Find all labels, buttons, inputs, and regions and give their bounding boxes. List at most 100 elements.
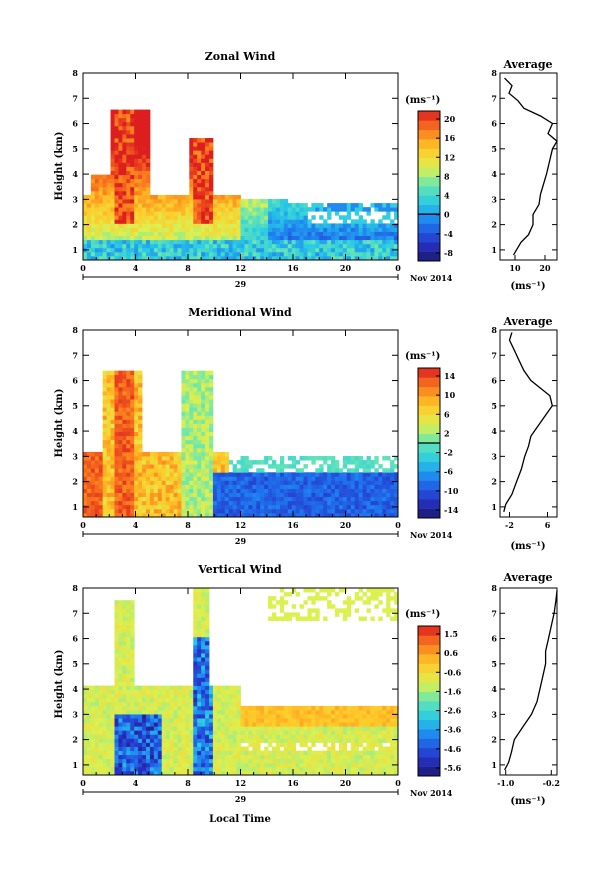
heatmap-cell (327, 456, 332, 461)
heatmap-cell (106, 182, 111, 188)
heatmap-cell (275, 730, 281, 735)
colorbar-swatch (418, 214, 440, 224)
heatmap-cell (224, 223, 230, 228)
heatmap-cell (149, 766, 155, 772)
heatmap-cell (98, 215, 104, 220)
heatmap-cell (197, 726, 202, 731)
heatmap-cell (185, 415, 190, 420)
heatmap-cell (283, 247, 289, 253)
heatmap-cell (177, 468, 182, 473)
heatmap-cell (283, 770, 289, 775)
heatmap-cell (185, 207, 190, 212)
heatmap-cell (189, 758, 194, 764)
heatmap-cell (260, 754, 265, 760)
heatmap-cell (323, 722, 328, 727)
heatmap-cell (106, 431, 111, 437)
heatmap-cell (118, 697, 123, 703)
heatmap-cell (287, 734, 293, 739)
heatmap-cell (244, 718, 249, 723)
heatmap-cell (303, 600, 308, 605)
heatmap-cell (114, 653, 119, 658)
heatmap-cell (197, 701, 202, 707)
heatmap-cell (138, 456, 143, 461)
heatmap-cell (303, 247, 308, 253)
heatmap-cell (173, 693, 178, 699)
heatmap-cell (126, 722, 131, 727)
heatmap-cell (169, 512, 174, 517)
heatmap-cell (232, 709, 237, 715)
heatmap-cell (102, 468, 108, 473)
heatmap-cell (212, 480, 218, 485)
heatmap-cell (205, 661, 210, 666)
heatmap-cell (335, 464, 340, 469)
heatmap-cell (307, 247, 312, 253)
heatmap-cell (197, 166, 202, 171)
heatmap-cell (338, 722, 344, 727)
heatmap-cell (228, 194, 234, 200)
heatmap-cell (299, 508, 304, 514)
heatmap-cell (319, 726, 324, 731)
heatmap-cell (146, 488, 151, 494)
heatmap-cell (197, 612, 202, 617)
heatmap-cell (122, 403, 127, 408)
heatmap-cell (86, 734, 92, 739)
colorbar-tick-label: -4 (444, 229, 453, 239)
heatmap-cell (335, 766, 340, 772)
heatmap-cell (90, 239, 96, 245)
heatmap-cell (106, 488, 111, 494)
heatmap-cell (189, 726, 194, 731)
heatmap-cell (138, 738, 143, 743)
heatmap-cell (358, 722, 363, 727)
heatmap-cell (146, 219, 151, 224)
heatmap-cell (209, 207, 214, 212)
heatmap-cell (275, 215, 281, 220)
heatmap-cell (142, 113, 147, 119)
heatmap-cell (134, 766, 139, 772)
heatmap-cell (260, 251, 265, 257)
heatmap-cell (138, 194, 143, 200)
heatmap-cell (197, 714, 202, 719)
heatmap-cell (142, 758, 147, 764)
heatmap-cell (118, 640, 123, 646)
heatmap-cell (185, 456, 190, 461)
heatmap-cell (110, 451, 115, 457)
heatmap-cell (177, 488, 182, 494)
heatmap-cell (134, 460, 139, 465)
heatmap-cell (212, 239, 218, 245)
heatmap-cell (236, 460, 241, 465)
heatmap-cell (90, 714, 96, 719)
heatmap-cell (256, 215, 261, 220)
heatmap-cell (319, 496, 324, 502)
heatmap-cell (177, 451, 182, 457)
heatmap-cell (189, 697, 194, 703)
heatmap-cell (228, 726, 234, 731)
heatmap-cell (232, 742, 237, 747)
heatmap-cell (126, 223, 131, 228)
heatmap-cell (197, 689, 202, 695)
heatmap-cell (118, 431, 123, 437)
heatmap-cell (224, 194, 230, 200)
heatmap-cell (342, 484, 348, 489)
heatmap-cell (216, 770, 222, 775)
heatmap-cell (185, 235, 190, 241)
heatmap-cell (146, 709, 151, 715)
heatmap-cell (342, 203, 348, 208)
heatmap-cell (110, 138, 115, 143)
heatmap-cell (157, 500, 163, 506)
heatmap-cell (315, 227, 320, 232)
heatmap-cell (197, 390, 202, 396)
heatmap-cell (142, 464, 147, 469)
heatmap-cell (228, 722, 234, 727)
heatmap-cell (181, 726, 186, 731)
heatmap-cell (342, 227, 348, 232)
heatmap-cell (287, 592, 293, 597)
heatmap-cell (220, 203, 226, 208)
heatmap-cell (177, 194, 182, 200)
heatmap-cell (197, 661, 202, 666)
heatmap-cell (130, 608, 135, 613)
heatmap-cell (86, 718, 92, 723)
heatmap-cell (130, 378, 135, 384)
heatmap-cell (256, 211, 261, 216)
heatmap-cell (146, 109, 151, 115)
heatmap-cell (232, 235, 237, 241)
